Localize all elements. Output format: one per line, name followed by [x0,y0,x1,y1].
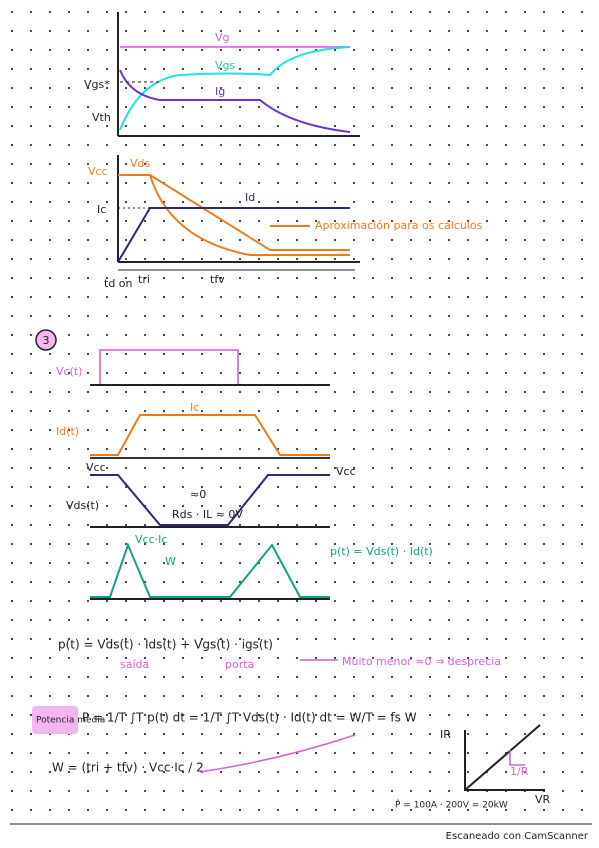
formula: p(t) = Vds(t) · Id(t) [330,545,433,558]
label: Ic [97,203,106,216]
note: Muito menor ≈0 ⇒ desprecia [342,655,501,668]
label: tri [138,273,150,286]
label: 1/R [510,765,529,778]
label: Ig [215,85,225,98]
label: IR [440,728,451,741]
section-badge [35,329,57,351]
graph2 [117,155,360,271]
label: Potencia media [36,716,105,726]
label: Rds · IL ≈ 0V [172,508,243,521]
dot-grid [0,0,599,820]
note: Aproximación para os cálculos [315,219,483,232]
section-number: 3 [43,334,50,347]
label: Vgs* [84,78,110,91]
label: W [165,555,176,568]
arrow [199,734,356,773]
label: Vcc·Ic [135,533,167,546]
label: Vds(t) [66,499,99,512]
formula: P̂ = 100A · 200V = 20kW [395,799,508,811]
label: td on [104,277,133,290]
label: Vg [215,31,230,44]
section3-waveforms [90,349,330,600]
label: Id(t) [56,425,79,438]
label: Id [245,191,255,204]
iv-plot [464,724,545,791]
label: tfv [210,273,225,286]
label: ≈0 [190,488,206,501]
label: Vc(t) [56,365,82,378]
formula: P = 1/T ∫T p(t) dt = 1/T ∫T Vds(t) · Id(… [82,711,417,725]
highlight [32,706,78,734]
label: Vcc [88,165,108,178]
label: Ic [190,401,199,414]
label: Vgs [215,59,236,72]
label: porta [225,658,254,671]
graph1 [117,12,360,137]
label: saída [120,658,149,671]
label: Vds [130,157,151,170]
label: Vth [92,111,111,124]
formula: p(t) = Vds(t) · Ids(t) + Vgs(t) · igs(t) [58,638,273,652]
label: Vcc [336,465,356,478]
label: VR [535,793,551,806]
formula: W = (tri + tfv) · Vcc·Ic / 2 [52,761,204,775]
label: Vcc [86,461,106,474]
footer: Escaneado con CamScanner [446,831,589,842]
